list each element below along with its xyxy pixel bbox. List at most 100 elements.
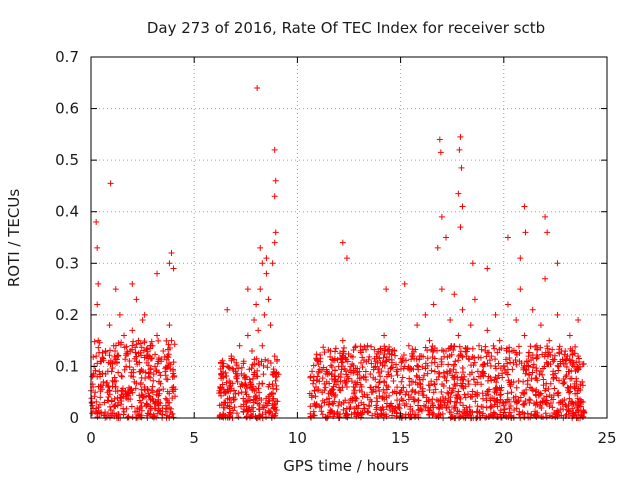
data-point xyxy=(322,384,329,391)
data-point xyxy=(388,359,395,366)
data-point xyxy=(375,369,382,376)
data-point xyxy=(243,385,250,392)
data-point xyxy=(92,389,99,396)
data-point xyxy=(394,384,401,391)
data-point xyxy=(550,368,557,375)
data-point xyxy=(447,398,454,405)
data-point xyxy=(162,395,169,402)
data-point xyxy=(497,387,504,394)
data-point xyxy=(350,347,357,354)
data-point xyxy=(129,280,136,287)
data-point xyxy=(513,361,520,368)
data-point xyxy=(529,369,536,376)
data-point xyxy=(421,372,428,379)
data-point xyxy=(516,358,523,365)
data-point xyxy=(414,322,421,329)
data-point xyxy=(272,377,279,384)
data-point xyxy=(374,398,381,405)
data-point xyxy=(246,376,253,383)
data-point xyxy=(135,337,142,344)
data-point xyxy=(526,399,533,406)
data-point xyxy=(458,164,465,171)
data-point xyxy=(269,381,276,388)
data-point xyxy=(149,383,156,390)
data-point xyxy=(513,317,520,324)
data-point xyxy=(156,378,163,385)
data-point xyxy=(115,369,122,376)
data-point xyxy=(527,414,534,421)
data-point xyxy=(136,411,143,418)
data-point xyxy=(551,385,558,392)
data-point xyxy=(338,366,345,373)
data-point xyxy=(108,368,115,375)
data-point xyxy=(449,372,456,379)
data-point xyxy=(471,296,478,303)
data-point xyxy=(95,280,102,287)
data-point xyxy=(506,409,513,416)
data-point xyxy=(107,180,114,187)
data-point xyxy=(141,311,148,318)
data-point xyxy=(411,355,418,362)
data-point xyxy=(368,389,375,396)
data-point xyxy=(137,368,144,375)
x-tick-label: 5 xyxy=(189,429,199,447)
data-point xyxy=(271,193,278,200)
data-point xyxy=(256,389,263,396)
data-point xyxy=(550,358,557,365)
data-point xyxy=(169,395,176,402)
data-point xyxy=(462,394,469,401)
data-point xyxy=(501,406,508,413)
data-point xyxy=(105,384,112,391)
data-point xyxy=(168,337,175,344)
plot-frame xyxy=(90,56,608,419)
data-point xyxy=(429,411,436,418)
data-point xyxy=(430,389,437,396)
data-point xyxy=(564,352,571,359)
data-point xyxy=(242,373,249,380)
data-point xyxy=(534,377,541,384)
data-point xyxy=(253,373,260,380)
data-point xyxy=(169,410,176,417)
data-point xyxy=(491,345,498,352)
y-axis-label: ROTI / TECUs xyxy=(5,189,23,287)
data-point xyxy=(327,347,334,354)
data-point xyxy=(139,317,146,324)
data-point xyxy=(402,411,409,418)
data-point xyxy=(480,395,487,402)
data-point xyxy=(371,346,378,353)
data-point xyxy=(522,398,529,405)
data-point xyxy=(386,392,393,399)
data-point xyxy=(575,408,582,415)
data-point xyxy=(165,399,172,406)
data-point xyxy=(97,383,104,390)
data-point xyxy=(540,382,547,389)
data-point xyxy=(438,213,445,220)
data-point xyxy=(469,388,476,395)
data-point xyxy=(528,375,535,382)
data-point xyxy=(383,373,390,380)
data-point xyxy=(420,376,427,383)
data-point xyxy=(401,402,408,409)
data-point xyxy=(379,393,386,400)
data-point xyxy=(359,393,366,400)
data-point xyxy=(155,337,162,344)
data-point xyxy=(99,354,106,361)
data-point xyxy=(483,397,490,404)
data-point xyxy=(410,395,417,402)
data-point xyxy=(423,394,430,401)
data-point xyxy=(268,390,275,397)
data-point xyxy=(528,411,535,418)
data-point xyxy=(240,358,247,365)
data-point xyxy=(147,342,154,349)
data-point xyxy=(375,384,382,391)
data-point xyxy=(484,387,491,394)
data-point xyxy=(143,402,150,409)
data-point xyxy=(245,407,252,414)
data-point xyxy=(504,301,511,308)
data-point xyxy=(426,337,433,344)
data-point xyxy=(320,344,327,351)
data-point xyxy=(157,372,164,379)
data-point xyxy=(495,360,502,367)
data-point xyxy=(388,373,395,380)
data-point xyxy=(538,405,545,412)
